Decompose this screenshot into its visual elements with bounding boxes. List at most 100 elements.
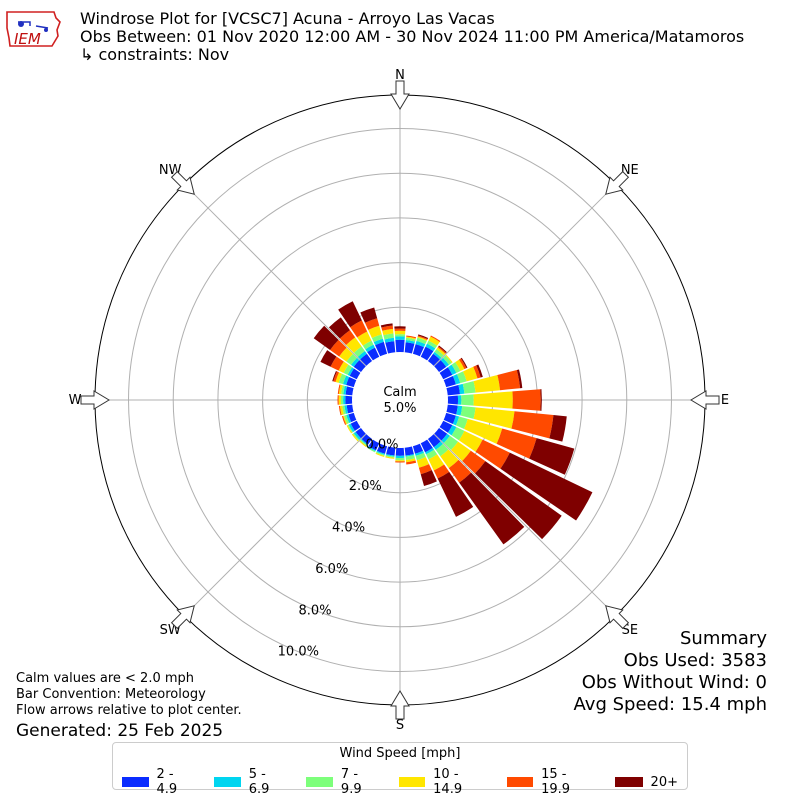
flow-arrow-icon <box>390 690 410 720</box>
iem-logo: IEM <box>4 6 62 50</box>
windrose-bar-segment <box>373 338 384 346</box>
windrose-bar-segment <box>348 423 355 433</box>
windrose-bar-segment <box>427 340 438 349</box>
windrose-bar-segment <box>405 454 415 457</box>
legend-item: 10 - 14.9 <box>398 767 489 797</box>
windrose-bar-segment <box>434 427 448 441</box>
windrose-bar-segment <box>395 339 405 353</box>
windrose-bar-segment <box>496 428 537 459</box>
windrose-bar-segment <box>338 373 347 385</box>
compass-label: S <box>396 718 404 733</box>
legend-item: 7 - 9.9 <box>306 767 380 797</box>
windrose-bar-segment <box>345 395 353 405</box>
windrose-bar-segment <box>384 337 395 343</box>
windrose-bar-segment <box>353 360 366 373</box>
windrose-bar-segment <box>395 336 405 340</box>
windrose-bar-segment <box>343 395 346 405</box>
calm-label: Calm <box>383 385 416 400</box>
windrose-bar-segment <box>473 391 513 409</box>
windrose-bar-segment <box>447 395 459 405</box>
windrose-bar-segment <box>362 340 374 350</box>
summary-obs-without-wind: Obs Without Wind: 0 <box>581 672 767 693</box>
windrose-bar-segment <box>425 447 435 455</box>
windrose-bars <box>313 301 593 545</box>
windrose-bar-segment <box>456 405 463 416</box>
windrose-bar-segment <box>341 385 345 395</box>
windrose-bar-segment <box>447 364 457 375</box>
windrose-bar-segment <box>460 406 476 419</box>
windrose-bar-segment <box>464 418 503 444</box>
windrose-bar-segment <box>406 336 416 340</box>
windrose-bar-segment <box>448 459 472 483</box>
windrose-bar-segment <box>381 325 394 331</box>
windrose-bar-segment <box>447 425 457 436</box>
windrose-bar-segment <box>342 405 346 415</box>
windrose-bar-segment <box>461 394 474 406</box>
windrose-bar-segment <box>462 381 476 394</box>
windrose-bar-segment <box>385 455 395 458</box>
windrose-bar-segment <box>473 375 501 393</box>
legend-label: 20+ <box>650 774 678 790</box>
summary-obs-used: Obs Used: 3583 <box>623 650 767 671</box>
windrose-bar-segment <box>451 427 465 441</box>
windrose-bar-segment <box>346 353 357 365</box>
windrose-bar-segment <box>439 420 453 433</box>
windrose-bar-segment <box>473 407 515 429</box>
windrose-bar-segment <box>420 470 437 487</box>
windrose-bar-segment <box>433 464 450 479</box>
windrose-bar-segment <box>405 339 415 344</box>
windrose-bar-segment <box>394 330 406 335</box>
windrose-bar-segment <box>458 383 465 395</box>
windrose-bar-segment <box>338 301 362 328</box>
windrose-bar-segment <box>380 323 393 328</box>
windrose-bar-segment <box>428 454 445 471</box>
windrose-bar-segment <box>332 370 337 382</box>
legend-items: 2 - 4.9 5 - 6.9 7 - 9.9 10 - 14.9 15 - 19.9 2… <box>113 767 687 797</box>
windrose-bar-segment <box>365 344 375 353</box>
windrose-bar-segment <box>415 340 426 348</box>
windrose-bar-segment <box>417 336 428 342</box>
title-station: Windrose Plot for [VCSC7] Acuna - Arroyo… <box>80 9 495 28</box>
flow-arrows <box>80 80 720 720</box>
windrose-bar-segment <box>376 450 385 455</box>
windrose-bar-segment <box>385 456 395 459</box>
windrose-bar-segment <box>473 365 481 379</box>
windrose-bar-segment <box>371 334 383 343</box>
windrose-bar-segment <box>348 412 357 423</box>
windrose-bar-segment <box>364 318 380 330</box>
windrose-bar-segment <box>368 325 382 338</box>
title-period: Obs Between: 01 Nov 2020 12:00 AM - 30 N… <box>80 27 745 46</box>
windrose-bar-segment <box>433 441 443 450</box>
windrose-bar-segment <box>386 446 396 456</box>
windrose-bar-segment <box>439 367 453 380</box>
windrose-bar-segment <box>352 433 360 441</box>
legend-swatch <box>214 777 241 787</box>
windrose-bar-segment <box>360 353 373 366</box>
radial-tick-label: 2.0% <box>349 479 382 494</box>
windrose-bar-segment <box>434 360 447 373</box>
legend-label: 5 - 6.9 <box>248 767 270 797</box>
note-arrows: Flow arrows relative to plot center. <box>16 703 242 718</box>
windrose-bar-segment <box>339 347 353 362</box>
windrose-bar-segment <box>383 333 394 340</box>
windrose-bar-segment <box>427 353 440 366</box>
radial-tick-label: 0.0% <box>366 438 399 453</box>
windrose-bar-segment <box>475 461 562 540</box>
note-calm: Calm values are < 2.0 mph <box>16 671 195 686</box>
windrose-bar-segment <box>330 356 344 371</box>
windrose-bar-segment <box>404 446 414 456</box>
windrose-bar-segment <box>368 439 380 451</box>
windrose-bar-segment <box>497 370 521 391</box>
title-constraints: ↳ constraints: Nov <box>80 45 230 64</box>
windrose-bar-segment <box>457 395 462 405</box>
grid-spoke <box>183 433 367 617</box>
windrose-bar-segment <box>438 345 447 353</box>
windrose-bar-segment <box>360 439 368 447</box>
windrose-bar-segment <box>406 460 417 465</box>
windrose-bar-segment <box>349 368 361 380</box>
flow-arrow-icon <box>690 390 720 410</box>
radial-tick-label: 6.0% <box>315 562 348 577</box>
windrose-bar-segment <box>394 328 406 331</box>
windrose-bar-segment <box>456 371 467 384</box>
